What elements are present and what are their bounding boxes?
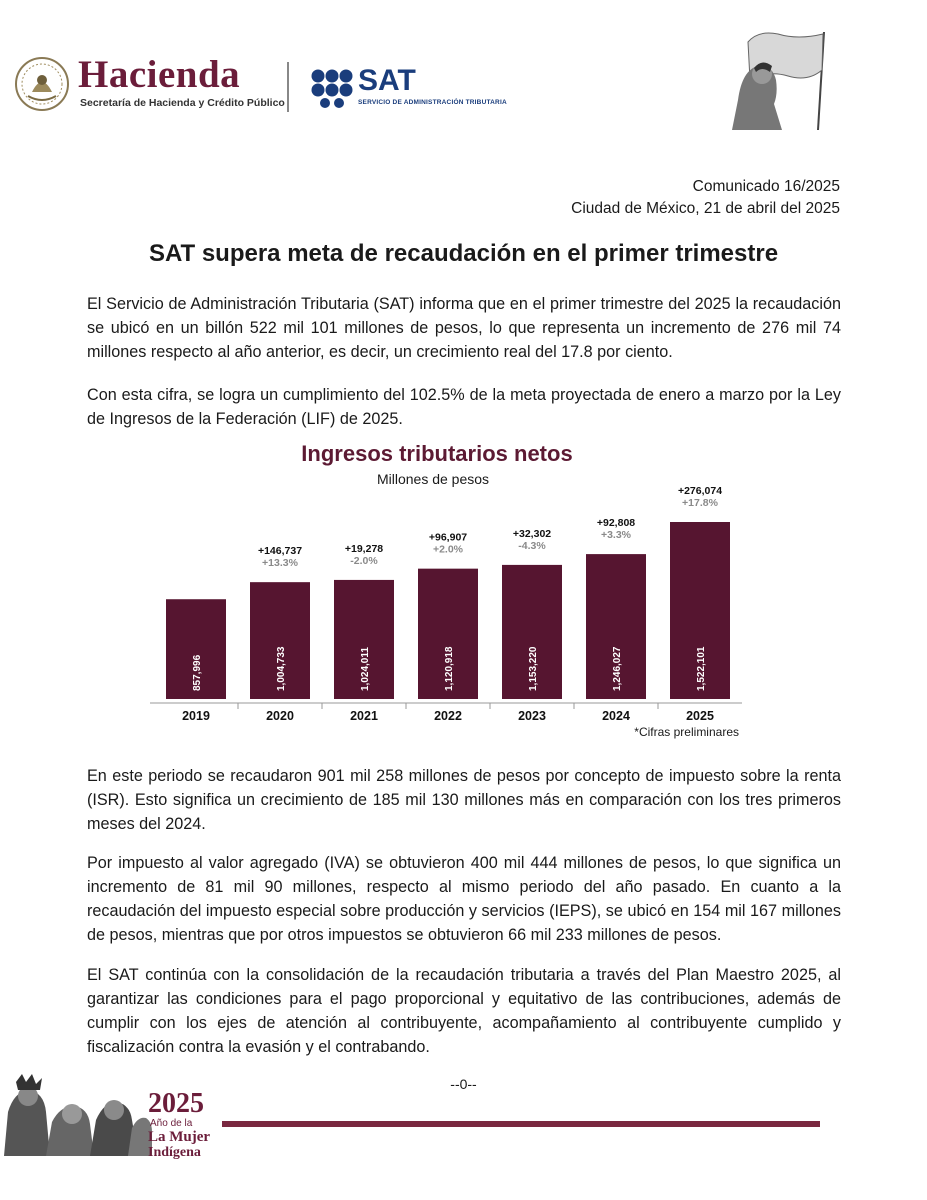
- paragraph-3: En este periodo se recaudaron 901 mil 25…: [87, 767, 841, 833]
- bar-chart: 857,996 2019 1,004,733 2020 +146,737+13.3% 1,…: [150, 485, 742, 723]
- change-pct-label: -2.0%: [350, 555, 378, 567]
- x-tick-label: 2019: [182, 709, 210, 723]
- hacienda-logo-title: Hacienda: [78, 53, 241, 96]
- bar-value-label: 857,996: [192, 654, 203, 691]
- bar: [334, 579, 394, 699]
- change-abs-label: +146,737: [258, 545, 302, 557]
- mexico-seal-icon: [15, 57, 69, 111]
- x-tick-label: 2024: [602, 709, 630, 723]
- x-tick-label: 2022: [434, 709, 462, 723]
- bar-value-label: 1,522,101: [696, 646, 707, 691]
- bar: [586, 554, 646, 699]
- change-abs-label: +32,302: [513, 528, 551, 540]
- indigenous-women-illustration: [4, 1074, 152, 1156]
- change-abs-label: +96,907: [429, 532, 467, 544]
- bar: [166, 599, 226, 699]
- change-pct-label: +17.8%: [682, 497, 719, 509]
- bar-value-label: 1,004,733: [276, 646, 287, 691]
- sat-logo-icon: [311, 69, 353, 108]
- change-pct-label: +3.3%: [601, 529, 632, 541]
- bar: [502, 564, 562, 699]
- x-tick-label: 2021: [350, 709, 378, 723]
- release-info: Comunicado 16/2025 Ciudad de México, 21 …: [571, 176, 840, 220]
- footer-tagline-2: La Mujer: [148, 1129, 211, 1145]
- bar: [418, 568, 478, 699]
- paragraph-5: El SAT continúa con la consolidación de …: [87, 966, 841, 1056]
- page-title: SAT supera meta de recaudación en el pri…: [148, 240, 779, 267]
- x-tick-label: 2020: [266, 709, 294, 723]
- footer-tagline-1: Año de la: [150, 1118, 193, 1129]
- bar-value-label: 1,246,027: [612, 646, 623, 691]
- change-pct-label: -4.3%: [518, 540, 546, 552]
- bar: [250, 582, 310, 699]
- x-tick-label: 2025: [686, 709, 714, 723]
- bar-value-label: 1,024,011: [360, 647, 371, 691]
- change-abs-label: +19,278: [345, 543, 383, 555]
- release-number: Comunicado 16/2025: [692, 178, 840, 195]
- bar-value-label: 1,120,918: [444, 646, 455, 691]
- chart-subtitle: Millones de pesos: [376, 471, 490, 487]
- footer-tagline-3: Indígena: [148, 1145, 201, 1160]
- header-divider: [287, 62, 289, 112]
- change-abs-label: +276,074: [678, 485, 722, 497]
- paragraph-1: El Servicio de Administración Tributaria…: [87, 295, 841, 361]
- sat-logo-subtitle: SERVICIO DE ADMINISTRACIÓN TRIBUTARIA: [358, 99, 507, 106]
- chart-note: *Cifras preliminares: [634, 725, 739, 739]
- change-abs-label: +92,808: [597, 517, 635, 529]
- paragraph-2: Con esta cifra, se logra un cumplimiento…: [87, 386, 841, 428]
- end-mark: --0--: [450, 1076, 477, 1092]
- woman-with-flag-illustration: [732, 31, 825, 131]
- footer-year: 2025: [148, 1088, 204, 1119]
- change-pct-label: +2.0%: [433, 544, 464, 556]
- change-pct-label: +13.3%: [262, 557, 299, 569]
- release-place-date: Ciudad de México, 21 de abril del 2025: [571, 200, 840, 217]
- sat-logo-title: SAT: [358, 64, 416, 97]
- bar-value-label: 1,153,220: [528, 646, 539, 691]
- x-tick-label: 2023: [518, 709, 546, 723]
- footer-divider-line: [222, 1121, 820, 1127]
- hacienda-logo-subtitle: Secretaría de Hacienda y Crédito Público: [80, 97, 285, 109]
- bar: [670, 522, 730, 699]
- paragraph-4: Por impuesto al valor agregado (IVA) se …: [87, 854, 841, 944]
- chart-title: Ingresos tributarios netos: [301, 441, 573, 466]
